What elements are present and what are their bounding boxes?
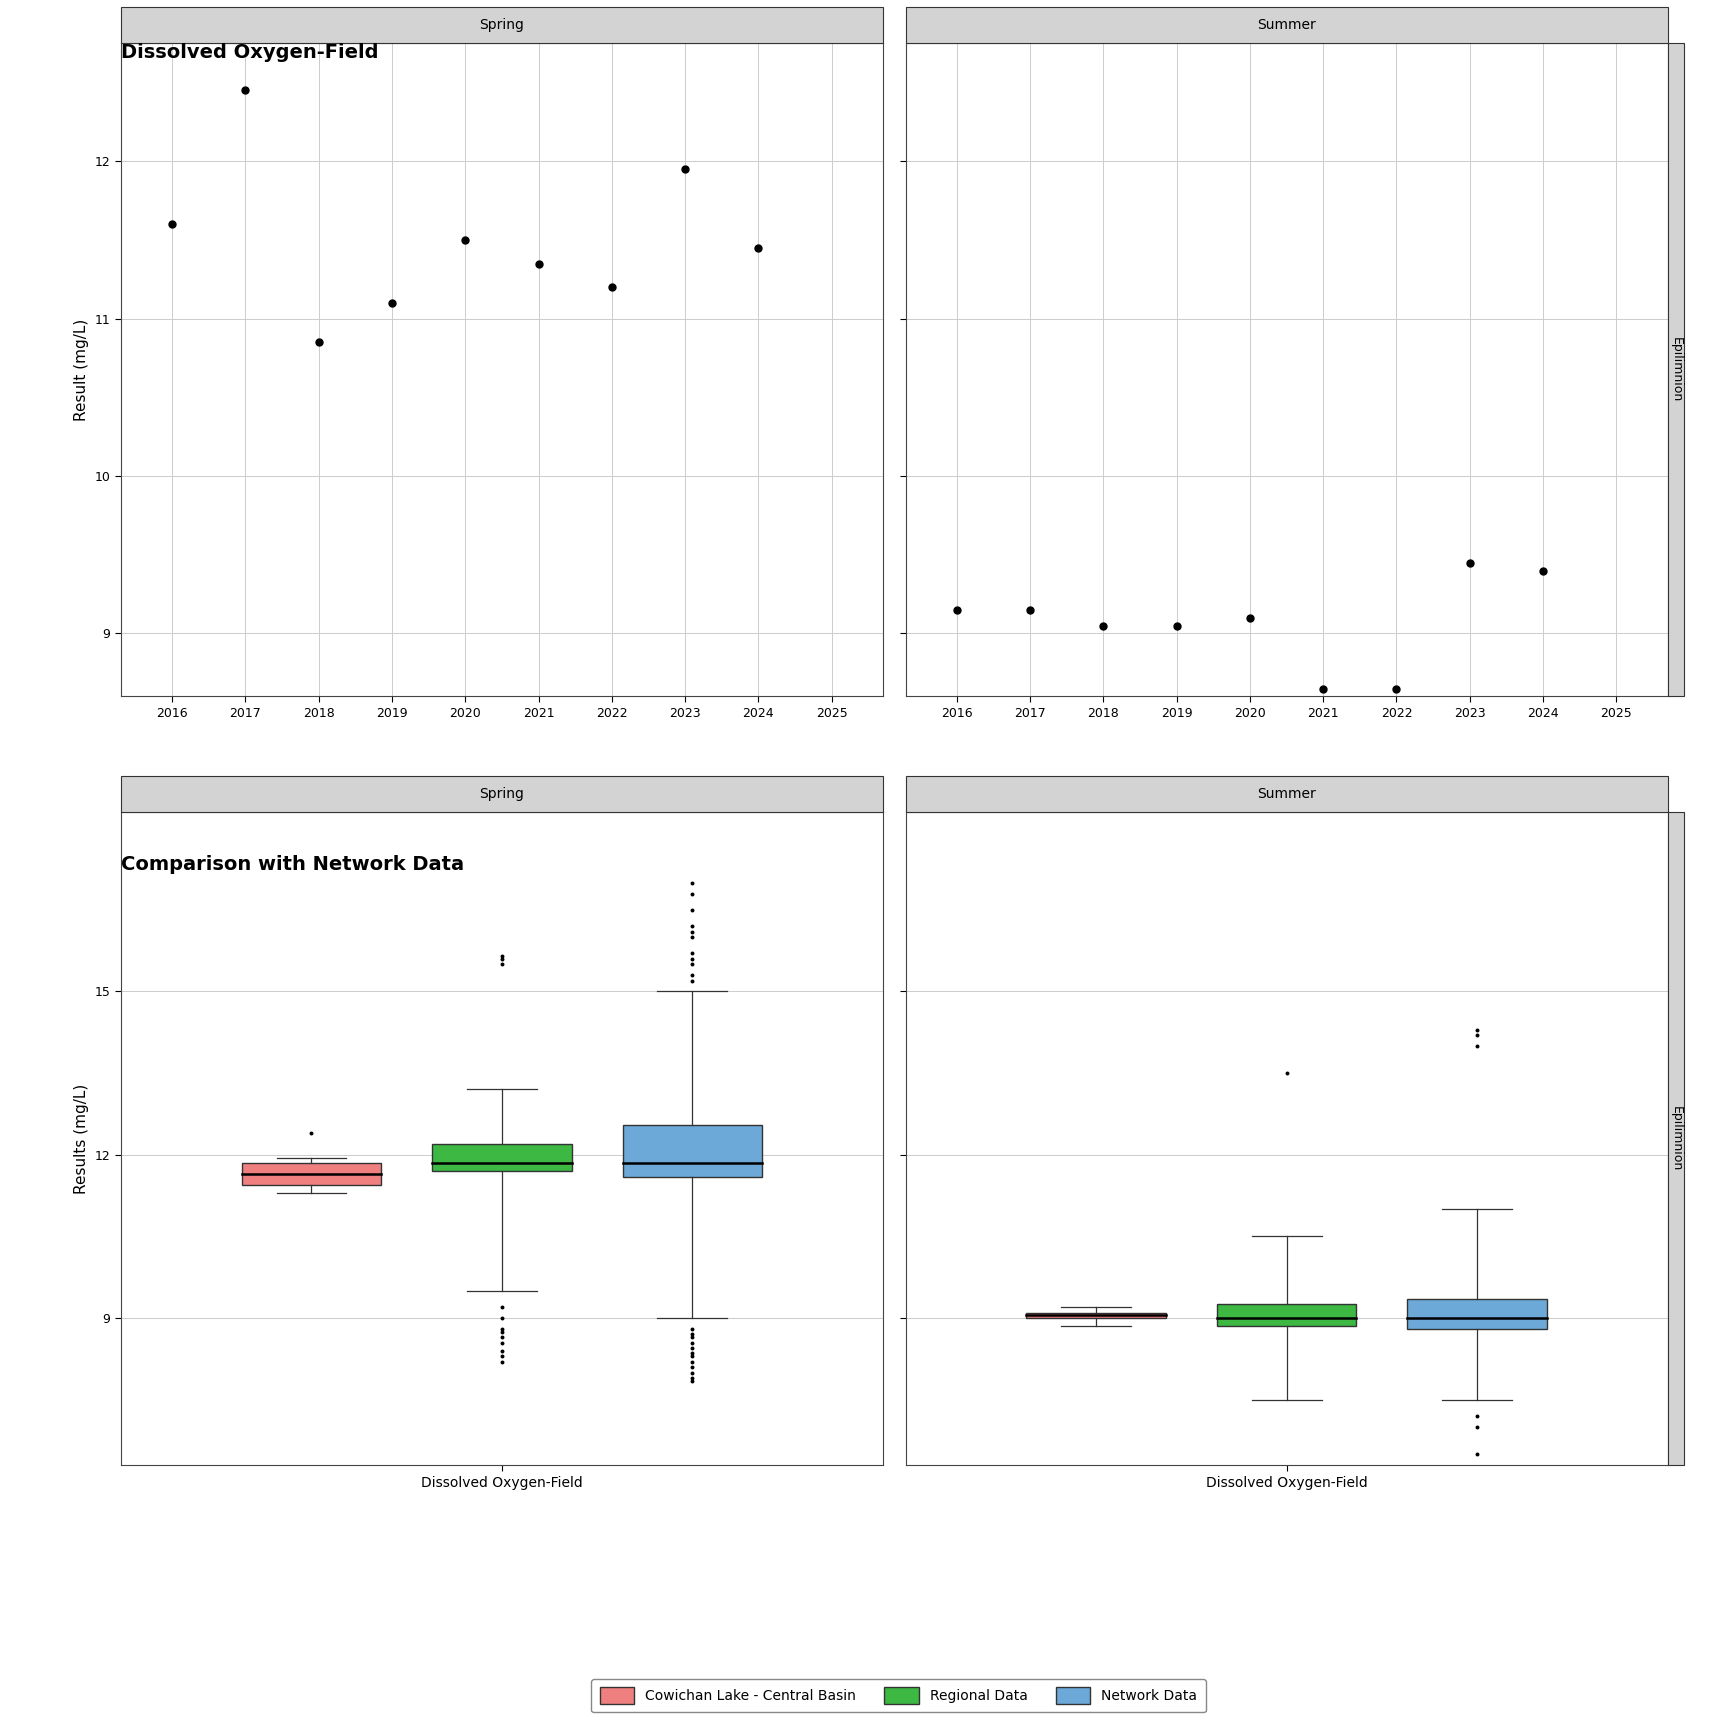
Bar [242,1163,382,1185]
Point [679,945,707,973]
Point [1457,550,1484,577]
Point [679,1343,707,1370]
Point [487,1329,515,1356]
Point [1464,1016,1491,1044]
Point [487,1318,515,1346]
Text: Dissolved Oxygen-Field: Dissolved Oxygen-Field [121,43,378,62]
FancyBboxPatch shape [905,776,1668,812]
Point [679,1320,707,1348]
Point [679,1324,707,1351]
Point [679,966,707,994]
Point [159,211,187,238]
FancyBboxPatch shape [121,776,883,812]
Point [1464,1032,1491,1059]
Point [297,1120,325,1147]
FancyBboxPatch shape [905,7,1668,43]
Point [598,273,626,301]
Point [304,328,332,356]
Point [1274,1059,1301,1087]
Point [487,1343,515,1370]
Text: Spring: Spring [479,19,524,33]
Text: Spring: Spring [479,786,524,800]
Point [670,156,698,183]
Point [745,233,772,261]
Point [679,1348,707,1375]
Bar [1407,1299,1547,1329]
Point [679,880,707,907]
Point [679,940,707,968]
Point [679,1363,707,1391]
Point [487,1293,515,1320]
Point [451,226,479,254]
Point [679,1358,707,1386]
Point [1016,596,1044,624]
Point [679,869,707,897]
Point [525,251,553,278]
Text: Comparison with Network Data: Comparison with Network Data [121,855,465,874]
Point [679,961,707,988]
Point [487,1337,515,1365]
Point [1464,1441,1491,1469]
Point [679,923,707,950]
Point [1464,1495,1491,1522]
Text: Summer: Summer [1258,19,1317,33]
Point [378,289,406,316]
Point [679,1367,707,1394]
Point [1464,1401,1491,1429]
Point [679,897,707,924]
FancyBboxPatch shape [121,7,883,43]
Point [1090,612,1118,639]
Y-axis label: Results (mg/L): Results (mg/L) [74,1083,90,1194]
Point [487,950,515,978]
Point [487,1348,515,1375]
Point [487,1324,515,1351]
Point [1310,674,1337,702]
Point [487,1305,515,1332]
Point [679,950,707,978]
Point [1236,603,1263,631]
Point [487,1315,515,1343]
Point [679,1315,707,1343]
Text: Epilimnion: Epilimnion [1669,337,1683,403]
Bar [432,1144,572,1172]
FancyBboxPatch shape [1668,43,1685,696]
Bar [1217,1305,1356,1327]
Text: Summer: Summer [1258,786,1317,800]
Legend: Cowichan Lake - Central Basin, Regional Data, Network Data: Cowichan Lake - Central Basin, Regional … [591,1680,1206,1712]
Point [1163,612,1191,639]
Point [679,912,707,940]
Point [679,1329,707,1356]
Point [679,1334,707,1362]
Point [1464,1021,1491,1049]
FancyBboxPatch shape [1668,812,1685,1465]
Point [679,1339,707,1367]
Text: Epilimnion: Epilimnion [1669,1106,1683,1172]
Bar [1026,1313,1166,1318]
Point [943,596,971,624]
Point [232,76,259,104]
Point [487,945,515,973]
Point [679,918,707,945]
Point [487,942,515,969]
Y-axis label: Result (mg/L): Result (mg/L) [74,318,90,422]
Point [1529,556,1557,584]
Point [1382,674,1410,702]
Point [1464,1414,1491,1441]
Point [679,1353,707,1381]
Bar [622,1125,762,1177]
